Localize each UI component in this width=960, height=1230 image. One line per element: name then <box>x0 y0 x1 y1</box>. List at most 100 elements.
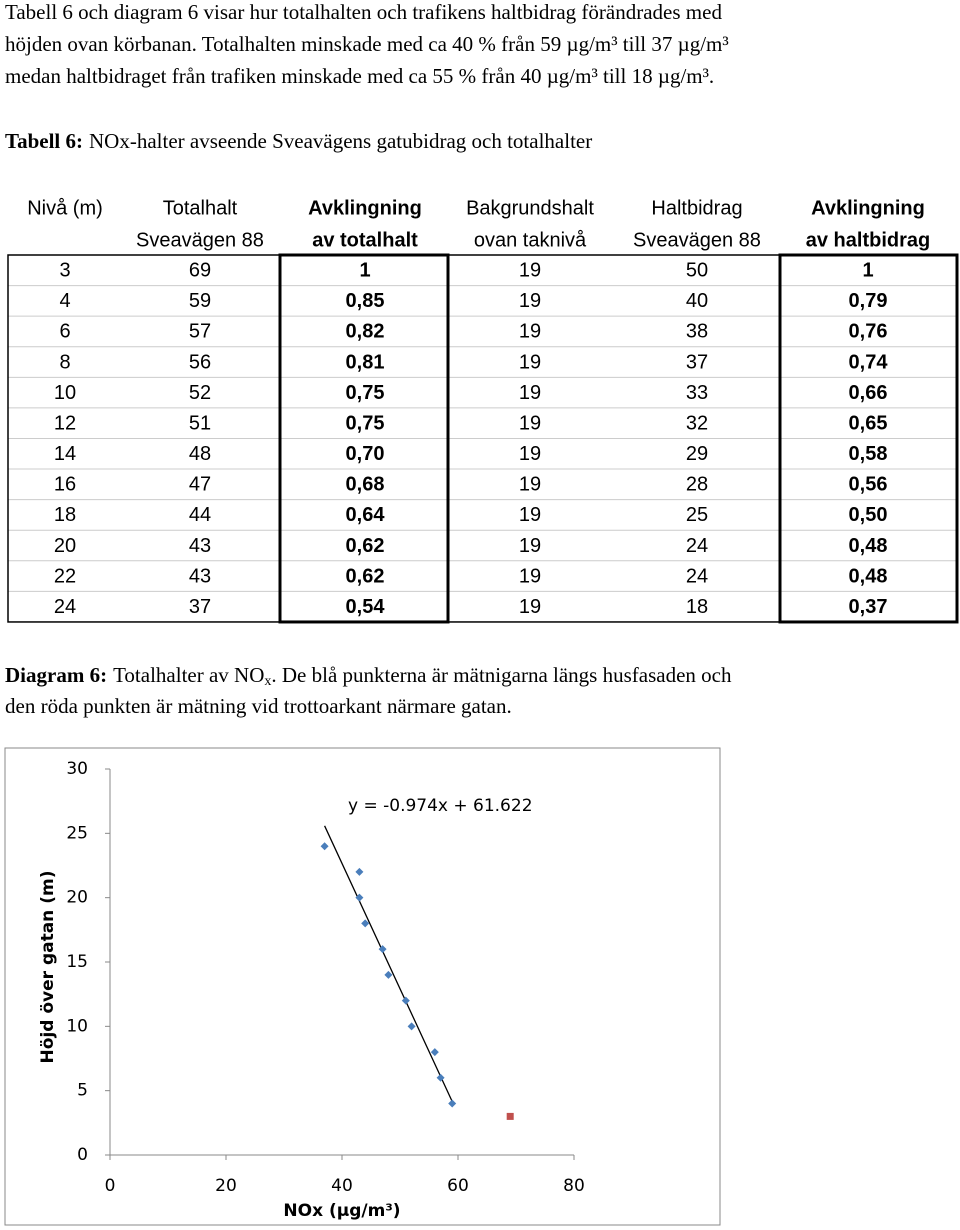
table-cell: 51 <box>189 412 211 434</box>
table-cell: 56 <box>189 351 211 373</box>
table-cell: 59 <box>189 290 211 312</box>
table-cell: 10 <box>54 382 76 404</box>
table-cell: 33 <box>686 382 708 404</box>
table-cell: 0,70 <box>346 443 385 465</box>
y-tick-label: 15 <box>66 952 88 972</box>
table-cell: 19 <box>519 443 541 465</box>
table-cell: 40 <box>686 290 708 312</box>
table-cell: 37 <box>686 351 708 373</box>
caption-text: NOx-halter avseende Sveavägens gatubidra… <box>89 129 592 153</box>
table-cell: 57 <box>189 321 211 343</box>
table-cell: 20 <box>54 535 76 557</box>
table-cell: 19 <box>519 565 541 587</box>
table-cell: 0,58 <box>849 443 888 465</box>
table-cell: 14 <box>54 443 76 465</box>
table-cell: 19 <box>519 321 541 343</box>
table-caption: Tabell 6: NOx-halter avseende Sveavägens … <box>5 129 592 153</box>
point <box>430 1048 439 1057</box>
table-cell: 19 <box>519 412 541 434</box>
table-cell: 0,76 <box>849 321 888 343</box>
table-cell: 37 <box>189 596 211 618</box>
point <box>436 1073 445 1082</box>
trendline-label: y = -0.974x + 61.622 <box>348 796 533 816</box>
table-cell: 0,62 <box>346 535 385 557</box>
column-box <box>278 253 450 624</box>
table-cell: 28 <box>686 474 708 496</box>
caption-text: Totalhalter av NO <box>113 663 264 687</box>
table-cell: 25 <box>686 504 708 526</box>
table-cell: 0,75 <box>346 382 385 404</box>
table-cell: 4 <box>59 290 70 312</box>
point <box>506 1112 514 1120</box>
table-cell: 22 <box>54 565 76 587</box>
point <box>384 970 393 979</box>
table-cell: 69 <box>189 260 211 282</box>
column-header: Sveavägen 88 <box>136 229 264 251</box>
paragraph-line: Tabell 6 och diagram 6 visar hur totalha… <box>5 0 722 24</box>
table-cell: 32 <box>686 412 708 434</box>
point <box>320 842 329 851</box>
trendline <box>324 825 453 1102</box>
y-tick-label: 25 <box>66 823 88 843</box>
caption-label: Diagram 6: <box>5 663 107 687</box>
table-cell: 0,81 <box>346 351 385 373</box>
chart-frame <box>4 747 721 1226</box>
table-cell: 24 <box>686 535 708 557</box>
table-cell: 18 <box>54 504 76 526</box>
table-cell: 0,48 <box>849 565 888 587</box>
table-cell: 0,74 <box>849 351 889 373</box>
table-cell: 0,64 <box>346 504 386 526</box>
x-axis-title: NOx (µg/m³) <box>283 1201 400 1221</box>
table-cell: 19 <box>519 260 541 282</box>
table-cell: 19 <box>519 382 541 404</box>
y-tick-label: 5 <box>77 1081 88 1101</box>
table-cell: 29 <box>686 443 708 465</box>
table-cell: 24 <box>54 596 76 618</box>
y-tick-label: 30 <box>66 759 88 779</box>
table-cell: 12 <box>54 412 76 434</box>
column-header: Avklingning <box>308 197 422 219</box>
table-cell: 3 <box>59 260 70 282</box>
table-cell: 0,66 <box>849 382 888 404</box>
table-cell: 0,62 <box>346 565 385 587</box>
table-cell: 0,48 <box>849 535 888 557</box>
caption-sub: x <box>264 674 271 689</box>
table-cell: 0,65 <box>849 412 888 434</box>
column-header: Nivå (m) <box>27 197 103 219</box>
point <box>355 893 364 902</box>
caption-label: Tabell 6: <box>5 129 83 153</box>
table-cell: 19 <box>519 290 541 312</box>
table-cell: 0,54 <box>346 596 386 618</box>
table-cell: 16 <box>54 474 76 496</box>
paragraph-line: höjden ovan körbanan. Totalhalten minska… <box>5 32 729 56</box>
table-cell: 6 <box>59 321 70 343</box>
table-cell: 0,85 <box>346 290 385 312</box>
column-header: Avklingning <box>811 197 925 219</box>
column-header: av totalhalt <box>312 229 418 251</box>
column-header: Totalhalt <box>163 197 238 219</box>
table-cell: 1 <box>862 260 873 282</box>
point <box>361 919 370 928</box>
table-cell: 50 <box>686 260 708 282</box>
y-tick-label: 10 <box>66 1016 88 1036</box>
table-cell: 0,56 <box>849 474 888 496</box>
x-tick-label: 0 <box>105 1176 116 1196</box>
point <box>378 945 387 954</box>
caption-text: . De blå punkterna är mätnigarna längs h… <box>271 663 732 687</box>
point <box>448 1099 457 1108</box>
column-header: Bakgrundshalt <box>466 197 594 219</box>
table-cell: 44 <box>189 504 211 526</box>
paragraph-line: medan haltbidraget från trafiken minskad… <box>5 64 714 88</box>
point <box>401 996 410 1005</box>
table-cell: 0,37 <box>849 596 888 618</box>
table-cell: 0,50 <box>849 504 888 526</box>
table-cell: 48 <box>189 443 211 465</box>
table-cell: 19 <box>519 351 541 373</box>
y-tick-label: 20 <box>66 888 88 908</box>
table-cell: 0,68 <box>346 474 385 496</box>
table-cell: 52 <box>189 382 211 404</box>
table-cell: 19 <box>519 504 541 526</box>
table-cell: 19 <box>519 474 541 496</box>
column-header: Sveavägen 88 <box>633 229 761 251</box>
table-cell: 0,79 <box>849 290 888 312</box>
